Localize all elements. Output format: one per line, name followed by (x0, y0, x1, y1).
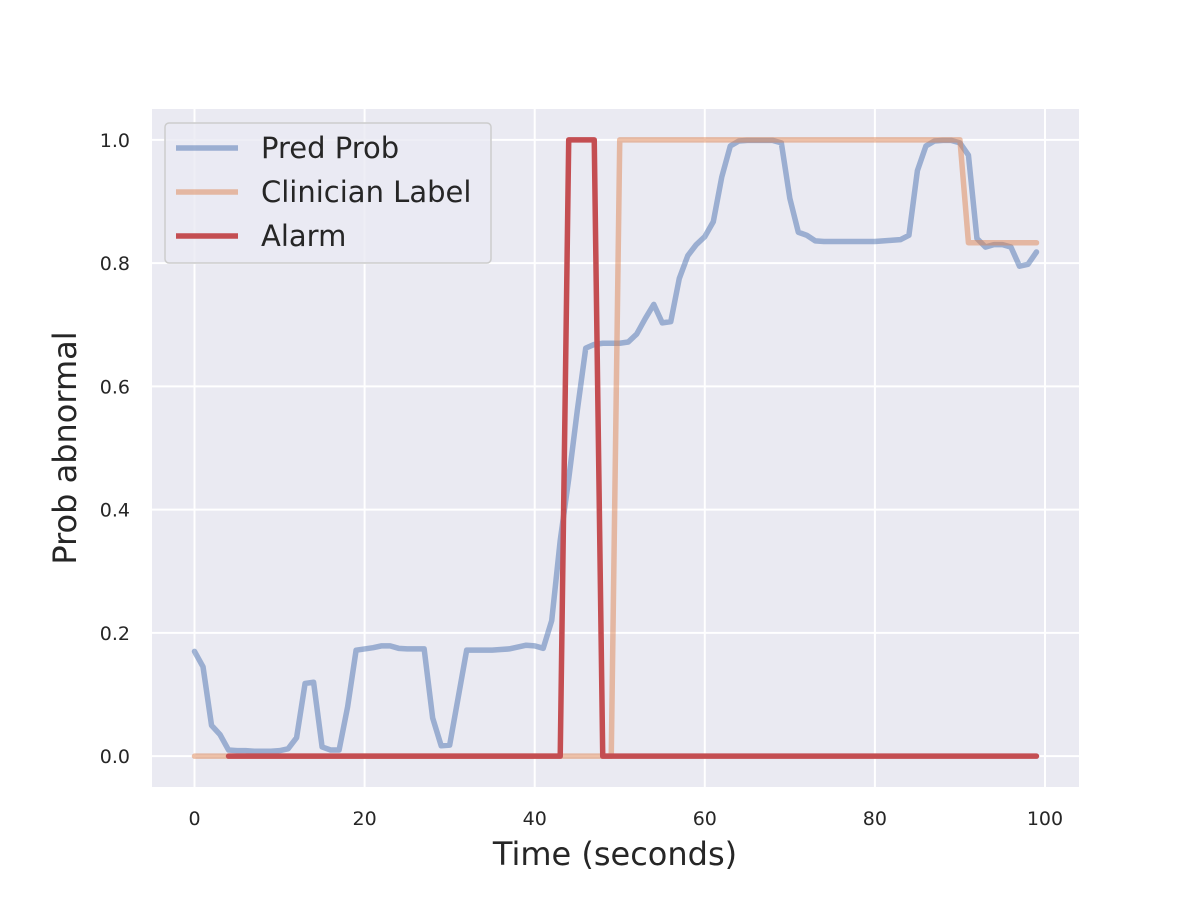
x-axis-label: Time (seconds) (492, 835, 737, 873)
y-tick-label: 0.8 (100, 253, 130, 275)
y-tick-label: 1.0 (100, 130, 130, 152)
x-tick-label: 40 (523, 808, 547, 830)
x-tick-label: 0 (188, 808, 200, 830)
legend-label-pred-prob: Pred Prob (261, 131, 399, 165)
series-layer (191, 137, 1040, 759)
y-tick-label: 0.0 (100, 746, 130, 768)
y-tick-label: 0.2 (100, 623, 130, 645)
tick-layer: 0 20 40 60 80 100 0.0 0.2 0.4 0.6 0.8 1.0 (100, 130, 1063, 830)
y-tick-label: 0.6 (100, 376, 130, 398)
series-line-alarm (225, 137, 1040, 759)
legend-label-clinician-label: Clinician Label (261, 175, 471, 209)
x-tick-label: 80 (863, 808, 887, 830)
x-tick-label: 20 (353, 808, 377, 830)
x-tick-label: 100 (1027, 808, 1063, 830)
legend-label-alarm: Alarm (261, 219, 346, 253)
x-tick-label: 60 (693, 808, 717, 830)
legend: Pred Prob Clinician Label Alarm (164, 122, 492, 264)
legend-box (164, 122, 492, 264)
y-tick-label: 0.4 (100, 500, 130, 522)
y-axis-label: Prob abnormal (46, 331, 84, 564)
